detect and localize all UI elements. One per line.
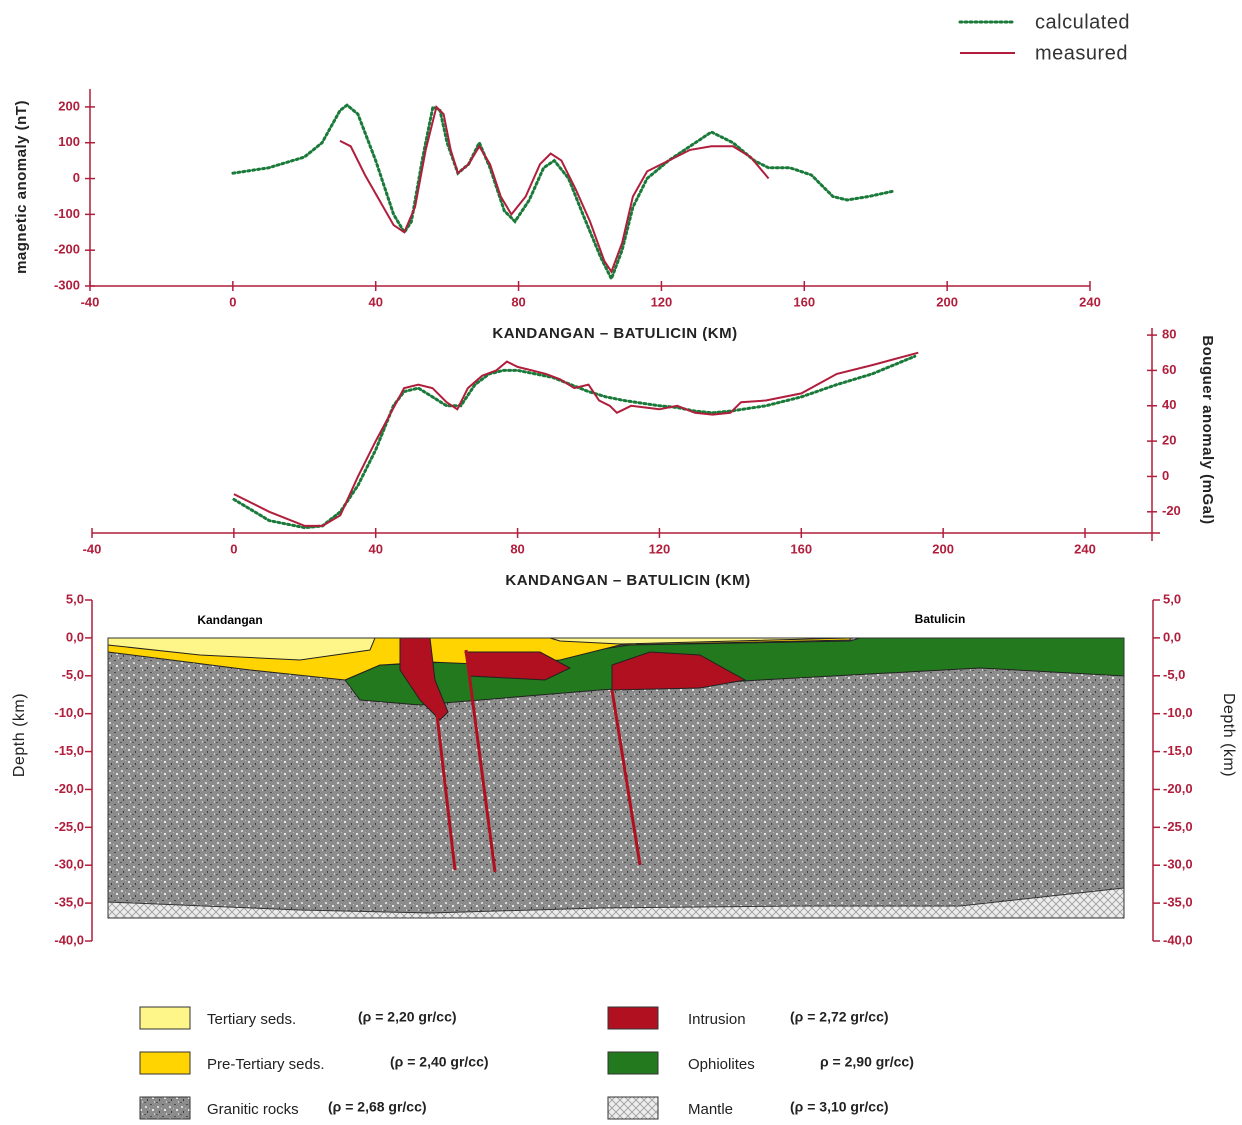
y-tick-label: -5,0 [62,667,84,682]
y-tick-label: 0,0 [1163,629,1181,644]
x-tick-label: 40 [368,541,382,556]
x-axis-label: KANDANGAN – BATULICIN (KM) [505,572,750,589]
place-label: Kandangan [197,613,262,627]
y-tick-label: 20 [1162,433,1176,448]
y-tick-label: 0,0 [66,629,84,644]
legend-swatch [608,1052,658,1074]
x-tick-label: 120 [649,541,671,556]
x-tick-label: -40 [81,294,100,309]
legend-label: Ophiolites [688,1056,755,1073]
x-axis-label: KANDANGAN – BATULICIN (KM) [492,325,737,342]
x-tick-label: 200 [936,294,958,309]
legend-label: Granitic rocks [207,1101,299,1118]
legend-swatch [140,1097,190,1119]
x-tick-label: -40 [83,541,102,556]
legend-label: Tertiary seds. [207,1011,296,1028]
y-tick-label: 100 [58,134,80,149]
x-tick-label: 120 [651,294,673,309]
legend-density: (ρ = 2,40 gr/cc) [390,1054,489,1070]
y-tick-label: -20,0 [1163,781,1193,796]
y-axis-label: magnetic anomaly (nT) [13,100,30,274]
legend-density: (ρ = 2,20 gr/cc) [358,1009,457,1025]
legend-swatch [140,1052,190,1074]
x-tick-label: 200 [932,541,954,556]
legend-density: (ρ = 2,68 gr/cc) [328,1099,427,1115]
y-tick-label: 0 [1162,468,1169,483]
y-axis-label: Bouguer anomaly (mGal) [1199,335,1216,524]
legend-swatch [608,1007,658,1029]
y-tick-label: -25,0 [1163,819,1193,834]
figure: magnetic anomaly (nT) KANDANGAN – BATULI… [0,0,1242,1125]
cross-section [108,638,1124,918]
legend-label: Pre-Tertiary seds. [207,1056,325,1073]
legend-swatch [608,1097,658,1119]
x-tick-label: 80 [511,294,525,309]
y-tick-label: -200 [54,242,80,257]
y-tick-label: -10,0 [1163,705,1193,720]
y-tick-label: 0 [73,170,80,185]
y-tick-label: -30,0 [54,857,84,872]
place-label: Batulicin [915,612,966,626]
y-tick-label: -15,0 [54,743,84,758]
legend-density: (ρ = 3,10 gr/cc) [790,1099,889,1115]
y-tick-label: 5,0 [1163,591,1181,606]
y-tick-label: 5,0 [66,591,84,606]
y-tick-label: -30,0 [1163,857,1193,872]
y-tick-label: -40,0 [54,932,84,947]
x-tick-label: 160 [793,294,815,309]
series-line [234,353,918,526]
y-tick-label: -25,0 [54,819,84,834]
y-tick-label: 40 [1162,397,1176,412]
x-tick-label: 40 [368,294,382,309]
series-line [340,107,769,272]
y-tick-label: 80 [1162,327,1176,342]
y-tick-label: -35,0 [1163,895,1193,910]
y-tick-label: -15,0 [1163,743,1193,758]
series-line [233,105,894,279]
y-tick-label: -10,0 [54,705,84,720]
legend-label: calculated [1035,11,1130,33]
y-tick-label: -40,0 [1163,932,1193,947]
x-tick-label: 0 [230,541,237,556]
x-tick-label: 0 [229,294,236,309]
y-tick-label: -100 [54,206,80,221]
legend-density: (ρ = 2,72 gr/cc) [790,1009,889,1025]
y-tick-label: -300 [54,277,80,292]
x-tick-label: 80 [510,541,524,556]
legend-label: measured [1035,42,1128,64]
x-tick-label: 160 [790,541,812,556]
y-axis-label: Depth (km) [11,693,28,777]
x-tick-label: 240 [1074,541,1096,556]
y-tick-label: -20 [1162,503,1181,518]
series-line [234,356,915,527]
y-tick-label: -5,0 [1163,667,1185,682]
y-tick-label: 200 [58,98,80,113]
legend-swatch [140,1007,190,1029]
y-axis-label: Depth (km) [1220,693,1237,777]
legend-density: ρ = 2,90 gr/cc) [820,1054,914,1070]
legend-label: Mantle [688,1101,733,1118]
y-tick-label: -35,0 [54,895,84,910]
y-tick-label: -20,0 [54,781,84,796]
legend-label: Intrusion [688,1011,746,1028]
y-tick-label: 60 [1162,362,1176,377]
x-tick-label: 240 [1079,294,1101,309]
